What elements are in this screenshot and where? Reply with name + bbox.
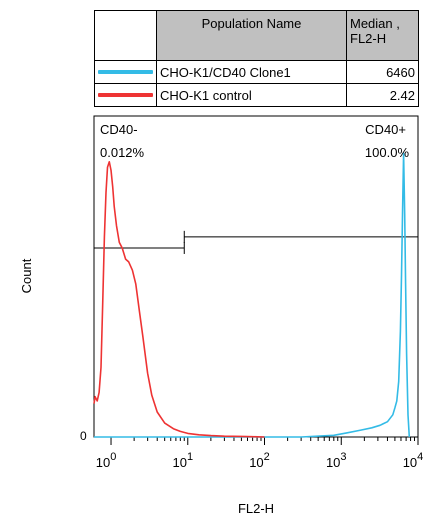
x-tick-label: 100: [96, 451, 117, 470]
gate-value-cd40-positive: 100.0%: [365, 145, 410, 160]
legend-row-name: CHO-K1 control: [156, 83, 347, 107]
x-axis-label: FL2-H: [238, 501, 274, 516]
x-tick-label: 101: [172, 451, 193, 470]
median-header-line1: Median ,: [350, 16, 400, 31]
legend-row-median: 2.42: [346, 83, 419, 107]
x-tick-label: 103: [326, 451, 347, 470]
legend-table: Population Name Median , FL2-H CHO-K1/CD4…: [94, 10, 419, 107]
x-tick-label: 104: [403, 451, 424, 470]
legend-row-median: 6460: [346, 60, 419, 84]
y-axis-label: Count: [19, 258, 34, 293]
x-tick-label: 102: [249, 451, 270, 470]
legend-row: CHO-K1 control 2.42: [94, 83, 419, 107]
y-tick-label: 0: [80, 429, 87, 443]
x-axis-ticks: 100 101 102 103 104: [96, 437, 424, 470]
series-line: [94, 152, 411, 438]
legend-swatch-red: [98, 93, 153, 97]
gate-label-cd40-negative: CD40-: [100, 122, 138, 137]
plot-frame: [93, 115, 419, 438]
median-header-line2: FL2-H: [350, 31, 387, 46]
series-lines: [93, 152, 411, 438]
gate-label-cd40-positive: CD40+: [365, 122, 406, 137]
legend-row: CHO-K1/CD40 Clone1 6460: [94, 60, 419, 84]
legend-swatch-cell: [94, 83, 157, 107]
legend-swatch-cell: [94, 60, 157, 84]
legend-header-blank: [94, 10, 157, 61]
median-header: Median , FL2-H: [346, 10, 419, 61]
gates: [94, 230, 418, 254]
series-line: [93, 161, 265, 438]
gate-value-cd40-negative: 0.012%: [100, 145, 145, 160]
legend-swatch-blue: [98, 70, 153, 74]
